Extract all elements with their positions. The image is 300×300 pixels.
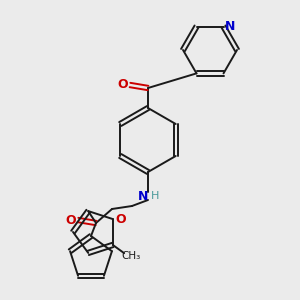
Text: CH₃: CH₃ (121, 251, 140, 261)
Text: H: H (151, 191, 159, 201)
Text: N: N (138, 190, 148, 202)
Text: O: O (66, 214, 76, 226)
Text: O: O (116, 213, 126, 226)
Text: N: N (225, 20, 236, 33)
Text: O: O (118, 79, 128, 92)
